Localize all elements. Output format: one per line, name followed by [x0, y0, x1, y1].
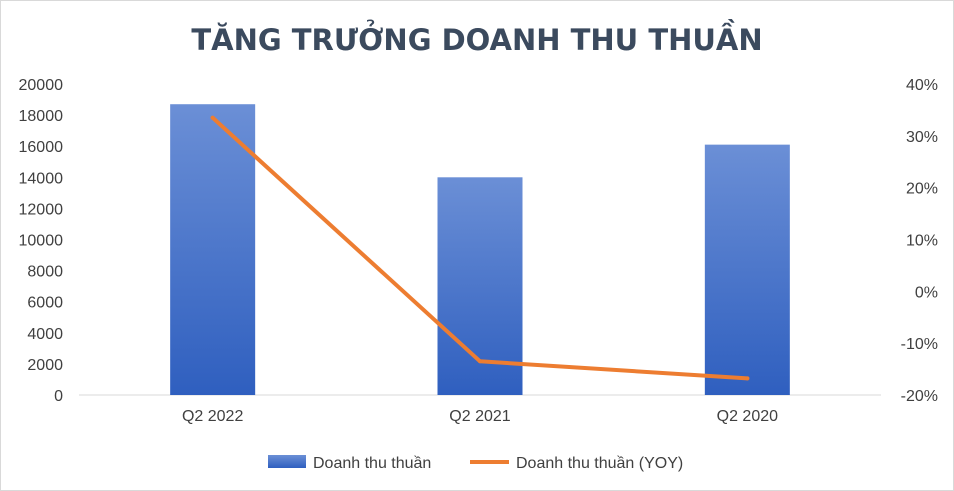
- y2-tick-label: 40%: [906, 77, 938, 94]
- y2-tick-label: 30%: [906, 129, 938, 146]
- x-tick-label: Q2 2020: [717, 408, 778, 425]
- y-tick-label: 12000: [19, 201, 64, 218]
- yoy-point: [210, 115, 215, 120]
- y-tick-label: 16000: [19, 139, 64, 156]
- yoy-point: [745, 376, 750, 381]
- y2-tick-label: -20%: [901, 388, 938, 405]
- y2-tick-label: 10%: [906, 233, 938, 250]
- legend-bar-swatch: [268, 455, 306, 468]
- legend-label-line: Doanh thu thuần (YOY): [516, 455, 683, 472]
- legend-label-bar: Doanh thu thuần: [313, 455, 431, 472]
- y-tick-label: 14000: [19, 170, 64, 187]
- y-tick-label: 20000: [19, 77, 64, 94]
- y2-tick-label: -10%: [901, 336, 938, 353]
- y-tick-label: 18000: [19, 108, 64, 125]
- x-tick-label: Q2 2021: [449, 408, 510, 425]
- y-tick-label: 8000: [27, 264, 63, 281]
- y2-tick-label: 0%: [915, 284, 938, 301]
- y-tick-label: 0: [54, 388, 63, 405]
- bar: [704, 144, 790, 395]
- bar: [170, 104, 256, 395]
- y2-tick-label: 20%: [906, 181, 938, 198]
- chart-title: TĂNG TRƯỞNG DOANH THU THUẦN: [191, 19, 762, 57]
- y-tick-label: 6000: [27, 295, 63, 312]
- plot-area: 0 2000 4000 6000 8000 10000 12000 14000 16000 180…: [19, 77, 939, 425]
- y-tick-label: 10000: [19, 233, 64, 250]
- y-tick-label: 2000: [27, 357, 63, 374]
- legend: Doanh thu thuần Doanh thu thuần (YOY): [268, 455, 683, 472]
- y-tick-label: 4000: [27, 326, 63, 343]
- x-tick-label: Q2 2022: [182, 408, 243, 425]
- yoy-point: [478, 359, 482, 364]
